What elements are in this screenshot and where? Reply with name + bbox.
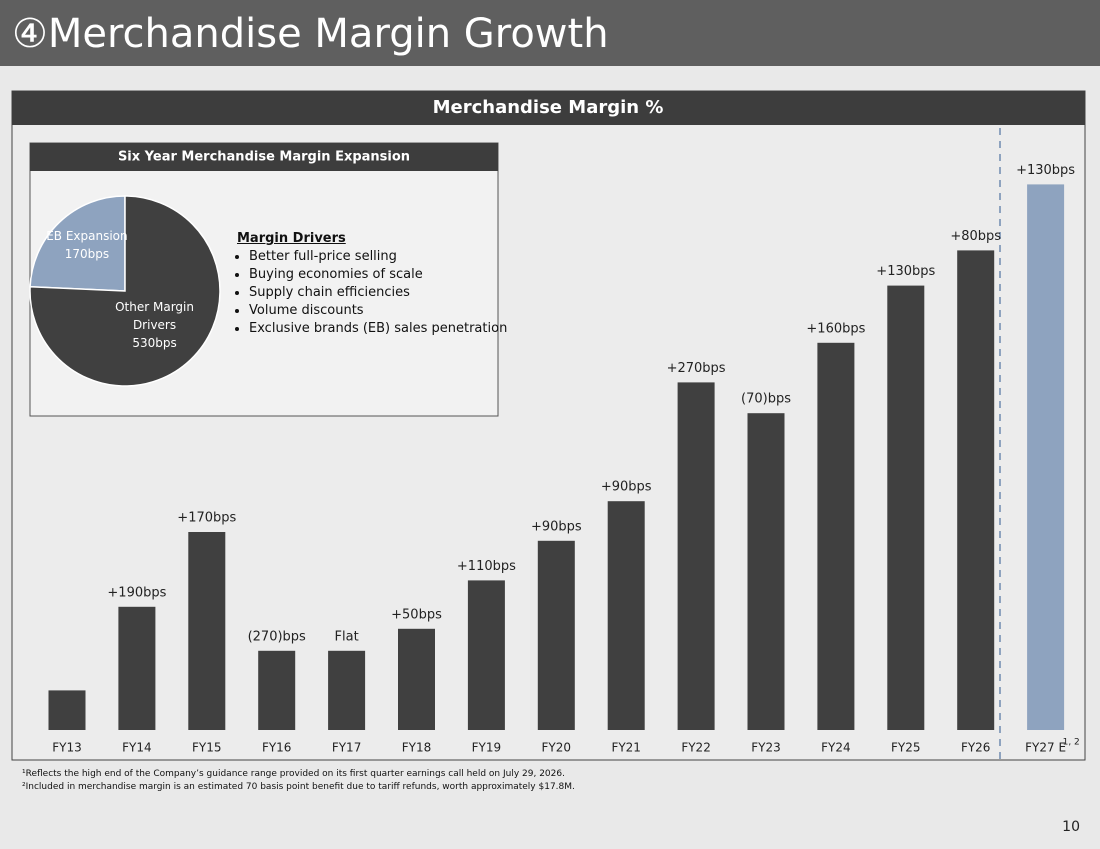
pie-label: EB Expansion 170bps [42,227,132,263]
change-label: (70)bps [741,392,791,407]
inset-title: Six Year Merchandise Margin Expansion [118,150,410,165]
bar [537,540,575,730]
x-tick-label: FY26 [961,741,991,755]
change-label: +130bps [876,264,935,279]
bar [467,580,505,730]
x-tick-label: FY14 [122,741,152,755]
x-tick-label: FY18 [402,741,432,755]
bar [188,532,226,730]
change-label: +160bps [806,321,865,336]
footnotes: ¹Reflects the high end of the Company’s … [22,768,575,794]
chart-header [12,91,1085,125]
x-tick-label: FY22 [681,741,711,755]
header-band [0,0,1100,66]
x-tick-label: FY15 [192,741,222,755]
driver-item: Exclusive brands (EB) sales penetration [249,320,507,338]
page-number: 10 [1062,819,1080,835]
bar [258,650,296,730]
x-tick-label: FY20 [542,741,572,755]
chart-title: Merchandise Margin % [433,97,664,118]
drivers: Margin Drivers Better full-price selling… [237,230,507,338]
bar [677,382,715,730]
bar [747,413,785,730]
x-tick-label: FY19 [472,741,502,755]
change-label: +80bps [950,229,1001,244]
pie-value-label: 530bps [132,335,177,350]
pie-slice [29,195,126,292]
x-tick-label: FY16 [262,741,292,755]
page-title: ④Merchandise Margin Growth [12,11,609,57]
bar [817,342,855,730]
bar [957,250,995,730]
change-label: Flat [335,629,359,644]
driver-item: Better full-price selling [249,248,507,266]
bar [328,650,366,730]
change-label: +50bps [391,607,442,622]
change-label: +90bps [601,480,652,495]
x-tick-label: FY21 [611,741,641,755]
change-label: +130bps [1016,163,1075,178]
footnote: ¹Reflects the high end of the Company’s … [22,769,565,779]
driver-item: Volume discounts [249,302,507,320]
change-label: +110bps [457,559,516,574]
x-tick-label: FY13 [52,741,82,755]
x-tick-label: FY23 [751,741,781,755]
x-tick-label: FY17 [332,741,362,755]
drivers-list: Better full-price sellingBuying economie… [237,248,507,338]
pie-category: EB Expansion [46,229,128,244]
inset-header [30,143,498,171]
change-label: (270)bps [248,629,306,644]
change-label: +170bps [177,511,236,526]
bar [48,690,86,730]
footnote: ²Included in merchandise margin is an es… [22,782,575,792]
pie-value-label: 170bps [64,247,110,262]
pie-slice [29,195,221,387]
change-label: +90bps [531,519,582,534]
x-tick-label: FY25 [891,741,921,755]
pie-category: Other Margin Drivers [115,299,194,332]
driver-item: Supply chain efficiencies [249,284,507,302]
change-label: +270bps [667,361,726,376]
driver-item: Buying economies of scale [249,266,507,284]
bar [1027,184,1065,730]
bar [607,501,645,730]
pie-label: Other Margin Drivers 530bps [110,298,200,352]
bar [398,628,435,730]
footnote-ref: 1, 2 [1063,738,1080,748]
x-tick-label: FY27 E [1025,741,1066,755]
change-label: +190bps [107,585,166,600]
x-tick-label: FY24 [821,741,851,755]
bar [887,285,925,730]
bar [118,606,156,730]
drivers-title: Margin Drivers [237,231,346,246]
